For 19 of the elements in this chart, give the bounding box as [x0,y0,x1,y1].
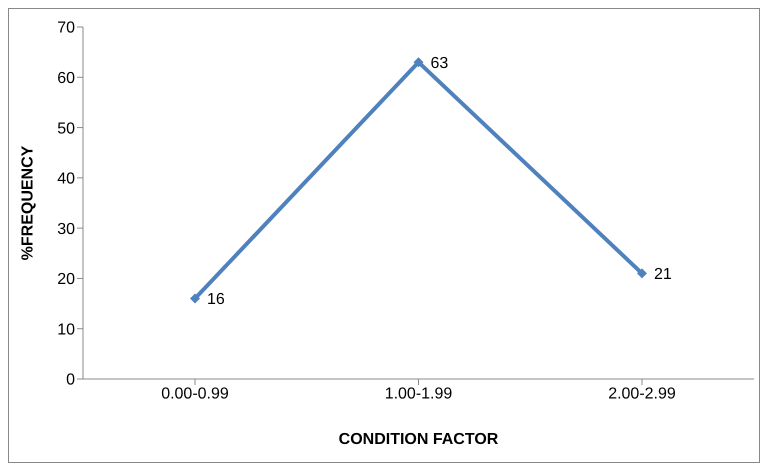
x-tick-label: 0.00-0.99 [161,385,229,402]
y-tick-label: 70 [57,20,76,37]
point [637,268,647,278]
x-axis-title: CONDITION FACTOR [338,431,499,448]
x-tick-label: 1.00-1.99 [384,385,452,402]
y-tick-label: 10 [57,321,76,338]
y-tick-label: 0 [66,372,76,389]
x-tick-label: 2.00-2.99 [608,385,676,402]
data-label: 21 [654,266,672,284]
y-tick-label: 50 [57,120,76,138]
y-tick-label: 40 [57,170,76,188]
data-label: 16 [207,291,225,308]
data-label: 63 [430,54,448,72]
y-tick-label: 60 [57,70,76,87]
y-tick-label: 30 [57,220,76,238]
point [190,294,200,304]
y-tick-label: 20 [57,271,76,288]
point [414,57,424,68]
y-axis-title: %FREQUENCY [20,145,37,260]
